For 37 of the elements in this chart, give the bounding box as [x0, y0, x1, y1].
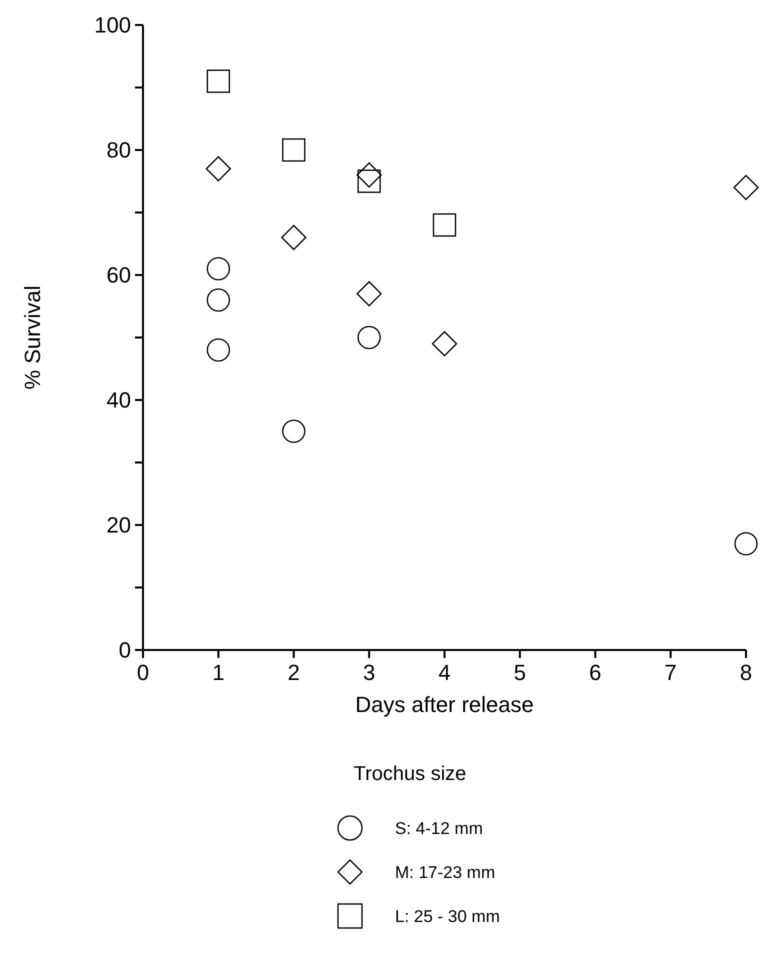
y-tick-label: 100 — [94, 12, 131, 38]
point — [282, 420, 306, 443]
x-tick-label: 8 — [740, 660, 752, 685]
point — [733, 174, 759, 200]
y-tick-label: 80 — [106, 138, 131, 163]
point — [206, 257, 230, 280]
x-tick-label: 1 — [212, 660, 224, 685]
x-tick-label: 7 — [664, 660, 677, 685]
x-tick-label: 0 — [136, 660, 150, 685]
y-tick-label: 0 — [118, 638, 131, 663]
point — [357, 326, 381, 350]
point — [357, 170, 381, 193]
point — [432, 213, 456, 237]
x-tick-label: 3 — [363, 660, 376, 685]
y-tick-label: 40 — [106, 388, 131, 413]
legend-label: L: 25 - 30 mm — [395, 906, 500, 926]
x-tick-label: 5 — [514, 660, 526, 685]
x-axis-title: Days after release — [355, 692, 534, 717]
legend-label: M: 17-23 mm — [395, 862, 496, 882]
y-tick-label: 60 — [106, 262, 131, 288]
point — [206, 70, 230, 93]
point — [356, 162, 382, 188]
legend-label: S: 4-12 mm — [395, 818, 483, 838]
y-tick-label: 20 — [106, 512, 131, 538]
point — [206, 156, 232, 182]
point — [282, 138, 306, 162]
legend-title: Trochus size — [354, 763, 466, 785]
point — [734, 532, 758, 556]
x-tick-label: 2 — [288, 660, 300, 685]
point — [356, 281, 382, 306]
point — [281, 224, 306, 250]
x-tick-label: 6 — [589, 660, 602, 685]
point — [206, 338, 230, 362]
point — [206, 288, 230, 312]
y-axis-title: % Survival — [20, 286, 45, 390]
point — [432, 331, 458, 356]
x-tick-label: 4 — [438, 660, 451, 685]
